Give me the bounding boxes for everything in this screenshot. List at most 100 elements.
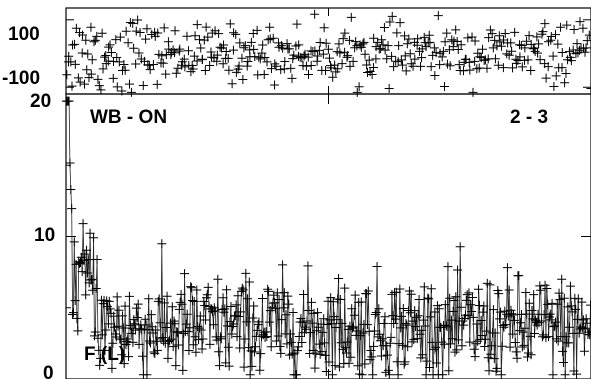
bottom-point <box>426 284 436 294</box>
top-point <box>465 65 475 75</box>
bottom-point <box>456 302 466 312</box>
bottom-point <box>547 298 557 308</box>
bottom-point <box>138 351 148 361</box>
bottom-point <box>197 344 207 354</box>
bottom-point <box>535 281 545 291</box>
bottom-point <box>572 369 582 379</box>
top-point <box>425 37 435 47</box>
bottom-point <box>532 320 542 330</box>
top-point <box>508 63 518 73</box>
bottom-point <box>67 204 77 214</box>
bottom-point <box>390 314 400 324</box>
bottom-point <box>222 321 232 331</box>
bottom-point <box>277 315 287 325</box>
bottom-point <box>226 302 236 312</box>
top-point <box>405 49 415 59</box>
top-point <box>546 31 556 41</box>
bottom-point <box>195 311 205 321</box>
bottom-point <box>318 327 328 337</box>
bottom-point <box>303 261 313 271</box>
top-point <box>537 29 547 39</box>
bottom-point <box>419 282 429 292</box>
top-point <box>463 33 473 43</box>
bottom-point <box>413 311 423 321</box>
top-point <box>104 42 114 52</box>
top-point <box>66 57 76 67</box>
bottom-point <box>274 295 284 305</box>
bottom-point <box>509 315 519 325</box>
top-point <box>369 33 379 43</box>
bottom-point <box>453 335 463 345</box>
bottom-point <box>178 365 188 375</box>
bottom-point <box>249 301 259 311</box>
bottom-point <box>118 323 128 333</box>
bottom-point <box>410 306 420 316</box>
top-point <box>490 35 500 45</box>
bottom-point <box>418 315 428 325</box>
top-point <box>294 40 304 50</box>
top-point <box>544 37 554 47</box>
bottom-point <box>215 361 225 371</box>
bottom-point <box>179 329 189 339</box>
bottom-point <box>69 237 79 247</box>
bottom-point <box>214 347 224 357</box>
top-point <box>424 30 434 40</box>
bottom-point <box>398 303 408 313</box>
top-point <box>553 39 563 49</box>
top-point <box>359 37 369 47</box>
bottom-point <box>252 325 262 335</box>
bottom-point <box>124 352 134 362</box>
bottom-point <box>234 312 244 322</box>
bottom-point <box>183 327 193 337</box>
bottom-point <box>576 322 586 332</box>
bottom-point <box>504 285 514 295</box>
bottom-point <box>494 289 504 299</box>
top-point <box>262 57 272 67</box>
top-point <box>313 51 323 61</box>
bottom-point <box>310 363 320 373</box>
bottom-point <box>545 309 555 319</box>
top-point <box>472 64 482 74</box>
bottom-point <box>507 309 517 319</box>
top-point <box>75 77 85 87</box>
top-point <box>180 62 190 72</box>
bottom-point <box>516 318 526 328</box>
top-point <box>586 84 591 94</box>
top-point <box>368 63 378 73</box>
top-point <box>170 48 180 58</box>
top-point <box>510 27 520 37</box>
top-point <box>255 54 265 64</box>
top-point <box>96 85 106 95</box>
bottom-point <box>215 332 225 342</box>
bottom-point <box>117 350 127 360</box>
top-point <box>565 47 575 57</box>
top-point <box>287 73 297 83</box>
top-point <box>301 61 311 71</box>
bottom-point <box>558 358 568 368</box>
top-point <box>289 50 299 60</box>
top-point <box>62 70 72 80</box>
bottom-point <box>527 305 537 315</box>
bottom-point <box>103 319 113 329</box>
top-point <box>417 53 427 63</box>
bottom-point <box>383 365 393 375</box>
bottom-point <box>151 325 161 335</box>
top-point <box>94 81 104 91</box>
bottom-point <box>105 304 115 314</box>
top-point <box>237 53 247 63</box>
top-point <box>495 37 505 47</box>
bottom-point <box>229 319 239 329</box>
top-point <box>141 34 151 44</box>
top-point <box>548 51 558 61</box>
top-point <box>387 51 397 61</box>
bottom-point <box>347 304 357 314</box>
top-point <box>538 27 548 37</box>
bottom-point <box>356 297 366 307</box>
bottom-point <box>519 340 529 350</box>
bottom-point <box>168 342 178 352</box>
top-point <box>323 44 333 54</box>
top-point <box>384 83 394 93</box>
bottom-point <box>360 359 370 369</box>
bottom-point <box>163 353 173 363</box>
annotation-f-l: F (L) <box>84 344 125 365</box>
